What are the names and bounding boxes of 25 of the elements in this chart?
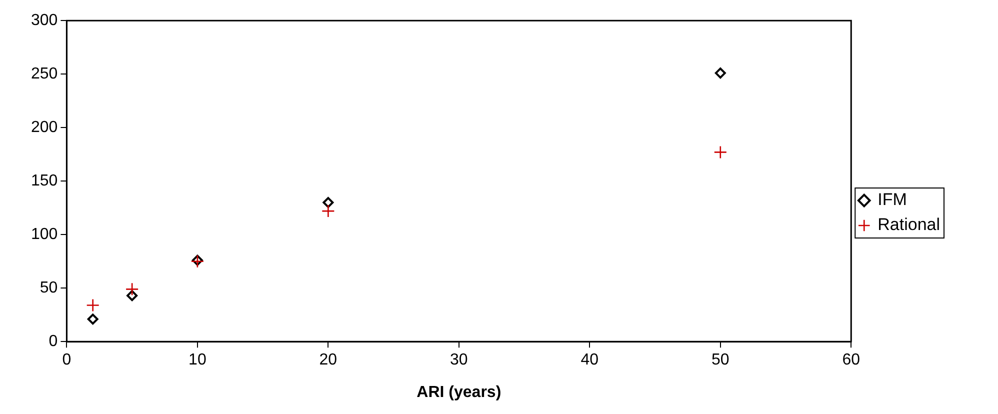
x-axis-title: ARI (years) — [416, 384, 502, 401]
y-tick-label: 150 — [30, 172, 58, 190]
point — [126, 290, 138, 302]
point — [87, 314, 98, 325]
x-tick-label: 0 — [62, 352, 72, 369]
point — [125, 282, 139, 296]
legend-label: IFM — [878, 190, 907, 210]
y-tick-label: 200 — [30, 119, 58, 136]
point — [714, 68, 726, 79]
x-tick-label: 10 — [188, 352, 206, 369]
x-tick-label: 40 — [580, 352, 599, 369]
y-tick-label: 50 — [40, 280, 58, 297]
x-tick-label: 50 — [711, 352, 730, 369]
x-tick-label: 60 — [842, 352, 860, 369]
point — [322, 204, 335, 218]
x-tick-label: 20 — [319, 352, 338, 369]
point — [714, 146, 728, 159]
y-tick-label: 100 — [30, 226, 58, 244]
y-tick-label: 250 — [30, 66, 58, 83]
y-tick-label: 0 — [48, 333, 58, 350]
point — [86, 298, 100, 312]
point — [322, 197, 334, 208]
legend-label: Rational — [878, 215, 940, 234]
x-tick-label: 30 — [450, 352, 468, 369]
y-tick-label: 300 — [30, 12, 58, 30]
